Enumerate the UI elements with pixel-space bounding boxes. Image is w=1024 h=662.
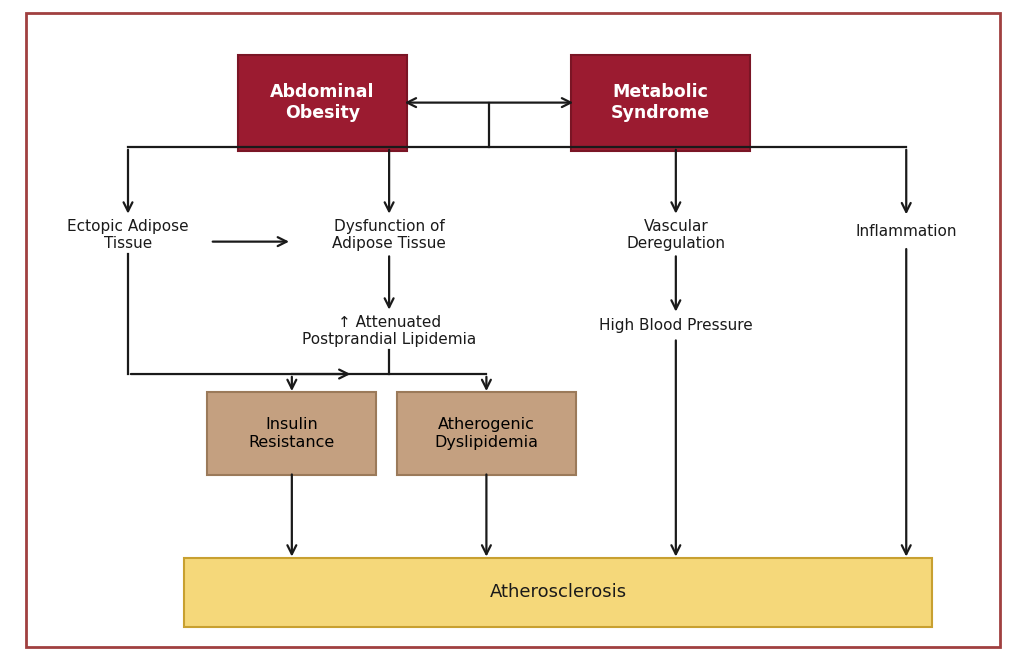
Text: Atherosclerosis: Atherosclerosis: [489, 583, 627, 602]
Text: Atherogenic
Dyslipidemia: Atherogenic Dyslipidemia: [434, 418, 539, 449]
FancyBboxPatch shape: [396, 392, 575, 475]
Text: Ectopic Adipose
Tissue: Ectopic Adipose Tissue: [68, 219, 188, 251]
Text: Insulin
Resistance: Insulin Resistance: [249, 418, 335, 449]
Text: ↑ Attenuated
Postprandial Lipidemia: ↑ Attenuated Postprandial Lipidemia: [302, 315, 476, 347]
Text: Abdominal
Obesity: Abdominal Obesity: [270, 83, 375, 122]
FancyBboxPatch shape: [184, 557, 932, 628]
FancyBboxPatch shape: [571, 55, 750, 151]
Text: Vascular
Deregulation: Vascular Deregulation: [627, 219, 725, 251]
Text: Dysfunction of
Adipose Tissue: Dysfunction of Adipose Tissue: [332, 219, 446, 251]
FancyBboxPatch shape: [238, 55, 407, 151]
Text: High Blood Pressure: High Blood Pressure: [599, 318, 753, 333]
Text: Metabolic
Syndrome: Metabolic Syndrome: [611, 83, 710, 122]
FancyBboxPatch shape: [207, 392, 376, 475]
Text: Inflammation: Inflammation: [855, 224, 957, 239]
